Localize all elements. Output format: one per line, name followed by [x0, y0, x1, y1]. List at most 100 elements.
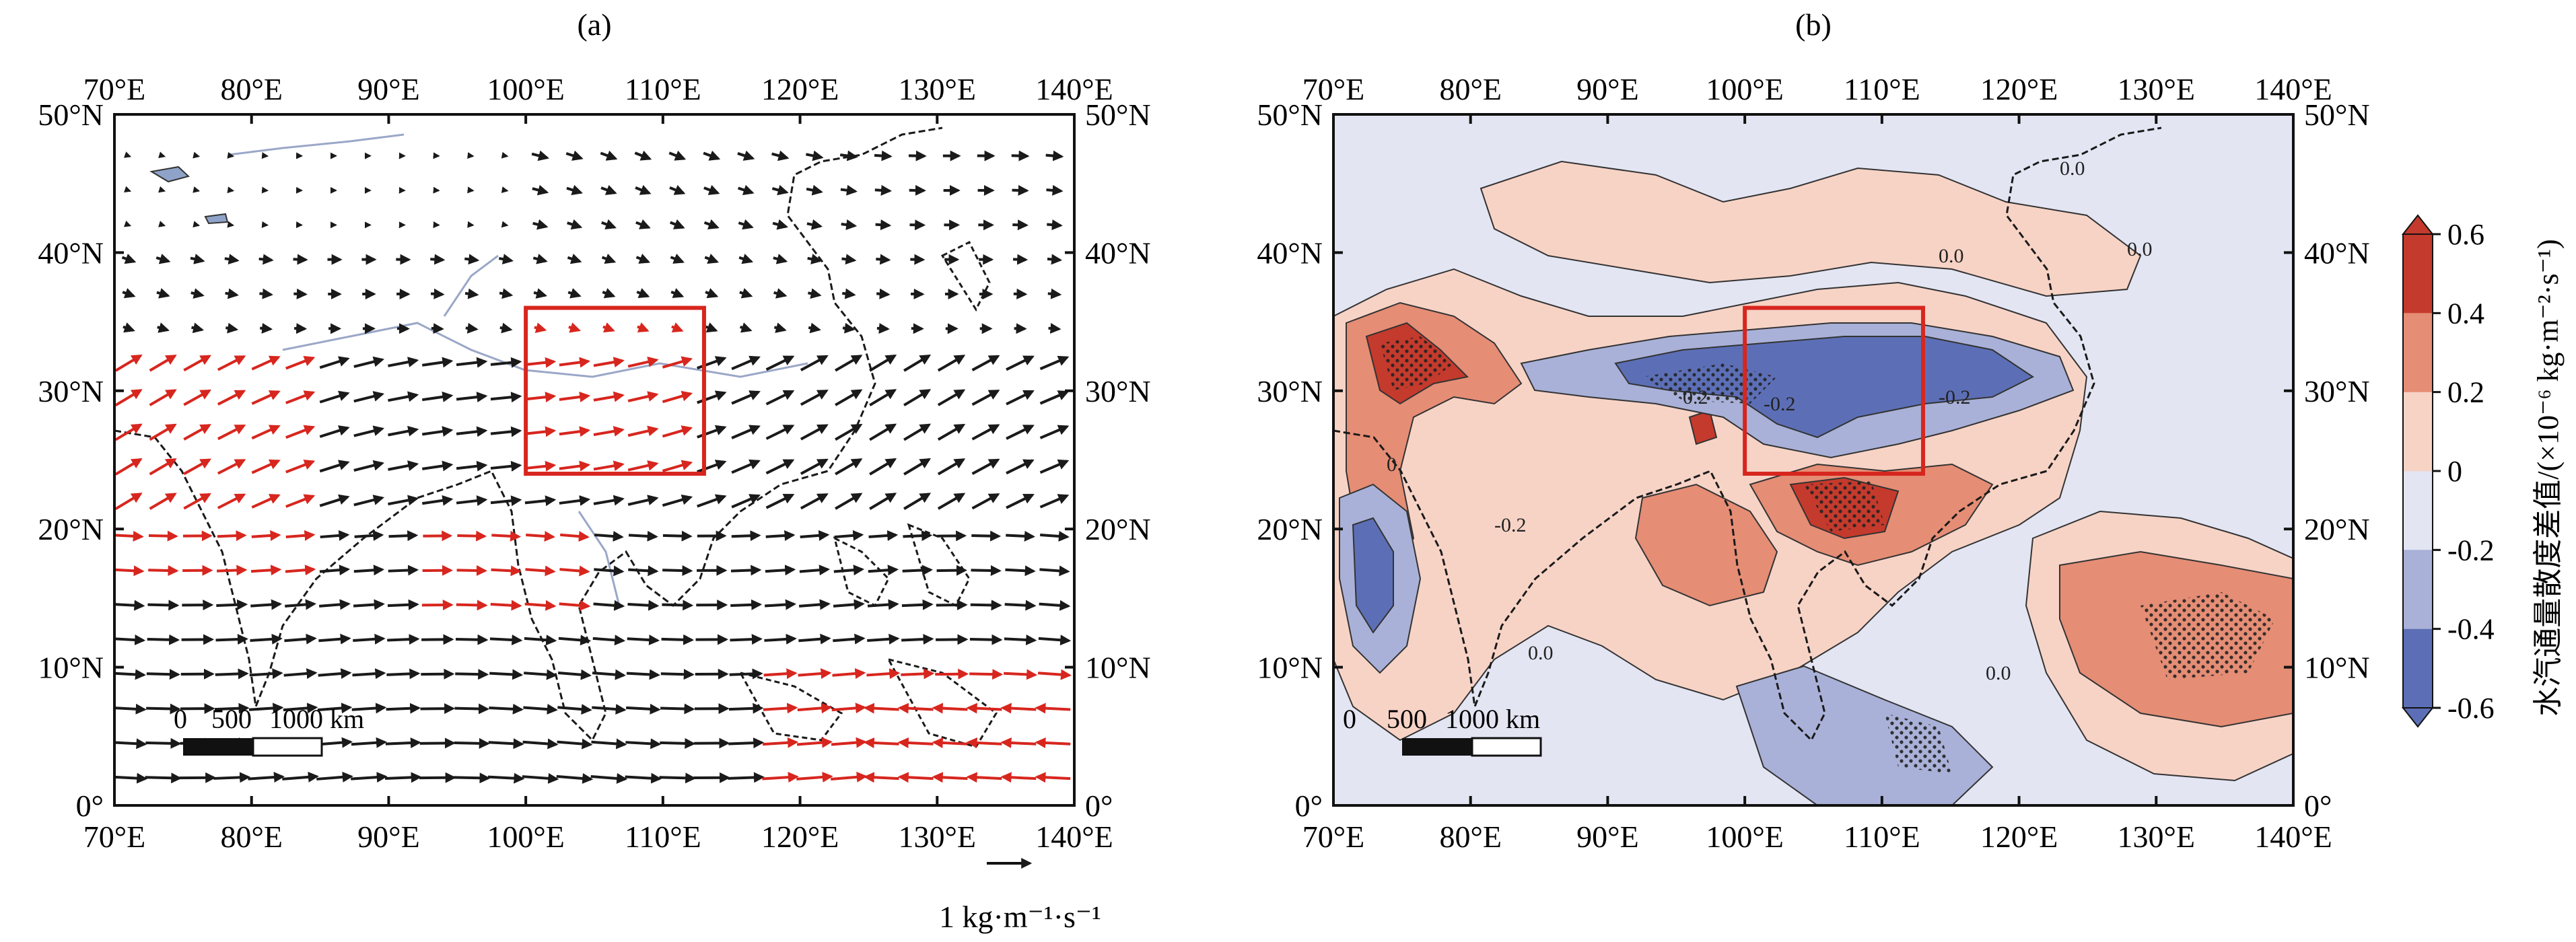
wind-vector [937, 355, 966, 372]
wind-vector [121, 254, 137, 264]
wind-vector [600, 150, 618, 161]
wind-vector [835, 423, 863, 441]
wind-vector [593, 357, 625, 368]
wind-vector [800, 424, 829, 441]
contour-label: -0.2 [1494, 514, 1527, 536]
wind-vector [903, 354, 932, 372]
wind-vector [703, 184, 720, 195]
wind-vector [285, 599, 316, 610]
panel-a-islands [738, 240, 998, 748]
wind-vector [250, 599, 283, 610]
y-tick-label: 30°N [1257, 374, 1323, 408]
x-tick-label: 140°E [1035, 72, 1113, 106]
wind-vector [762, 772, 799, 783]
wind-vector [697, 460, 727, 474]
wind-vector [1048, 322, 1061, 334]
wind-vector [114, 423, 143, 441]
wind-vector [833, 565, 865, 576]
wind-vector [897, 737, 934, 748]
wind-vector [467, 152, 475, 159]
x-tick-label: 140°E [2254, 72, 2332, 106]
wind-vector [668, 150, 687, 161]
contour-label: 0.0 [1986, 662, 2011, 684]
wind-vector [635, 219, 651, 229]
wind-vector [730, 599, 763, 610]
wind-vector [835, 389, 863, 406]
x-tick-label: 140°E [2254, 820, 2332, 854]
x-tick-label: 80°E [220, 72, 283, 106]
wind-vector [123, 186, 132, 193]
wind-vector [799, 565, 831, 576]
wind-vector [149, 354, 177, 372]
wind-vector [842, 322, 856, 334]
wind-vector [251, 425, 281, 440]
wind-vector [114, 703, 147, 715]
wind-vector [765, 355, 795, 371]
wind-vector [217, 424, 246, 441]
y-tick-label: 10°N [2304, 651, 2370, 685]
wind-vector [763, 702, 798, 714]
wind-vector [490, 600, 522, 611]
wind-vector [525, 565, 556, 577]
wind-vector [601, 219, 617, 229]
wind-vector [731, 494, 761, 509]
wind-vector [592, 635, 626, 646]
wind-vector [737, 150, 755, 161]
wind-vector [704, 254, 720, 264]
wind-vector [662, 600, 694, 611]
y-tick-label: 0° [1085, 789, 1113, 823]
x-tick-label: 100°E [487, 820, 565, 854]
wind-vector [840, 184, 858, 196]
contour-label: 0.0 [2060, 157, 2085, 180]
wind-vector [867, 633, 900, 645]
wind-vector [902, 565, 933, 576]
wind-vector [1039, 390, 1070, 405]
wind-vector [738, 184, 755, 196]
wind-vector [488, 738, 524, 750]
wind-vector [662, 494, 693, 507]
wind-vector [191, 322, 205, 334]
wind-vector [798, 668, 832, 680]
panel-a-scale-zero: 0 [174, 704, 187, 734]
wind-vector [385, 772, 422, 783]
wind-vector [628, 565, 659, 577]
wind-vector [353, 425, 385, 437]
wind-vector [903, 423, 932, 441]
wind-vector [499, 322, 513, 334]
wind-vector [868, 565, 899, 576]
wind-vector [834, 530, 864, 541]
wind-vector [592, 669, 626, 680]
wind-vector [627, 460, 659, 472]
y-tick-label: 10°N [1085, 651, 1151, 685]
colorbar-ticks: 0.6 0.4 0.2 0 -0.2 -0.4 -0.6 [2433, 218, 2495, 725]
wind-vector [386, 668, 421, 680]
x-tick-label: 110°E [625, 72, 701, 106]
wind-vector [705, 322, 718, 333]
wind-vector [487, 772, 525, 784]
wind-vector [765, 530, 796, 541]
wind-vector [149, 458, 177, 476]
y-tick-label: 40°N [1257, 236, 1323, 270]
wind-vector [285, 530, 316, 541]
wind-vector [352, 668, 386, 680]
wind-vector [831, 771, 868, 783]
wind-vector [1047, 288, 1062, 299]
wind-vector [318, 633, 351, 645]
wind-vector [559, 565, 590, 577]
wind-vector [158, 151, 166, 159]
wind-vector [869, 354, 897, 372]
wind-vector [183, 493, 211, 510]
y-tick-label: 40°N [1085, 236, 1151, 270]
wind-vector [465, 322, 479, 334]
wind-vector [635, 184, 652, 195]
wind-vector [149, 423, 177, 441]
wind-vector [225, 288, 239, 299]
wind-vector [421, 495, 454, 506]
wind-vector [831, 737, 867, 748]
wind-vector [637, 322, 650, 333]
wind-vector [557, 738, 593, 750]
panel-a-coastline [114, 126, 943, 742]
wind-vector [966, 772, 1002, 783]
y-tick-label: 50°N [2304, 98, 2370, 132]
wind-vector [490, 495, 522, 507]
